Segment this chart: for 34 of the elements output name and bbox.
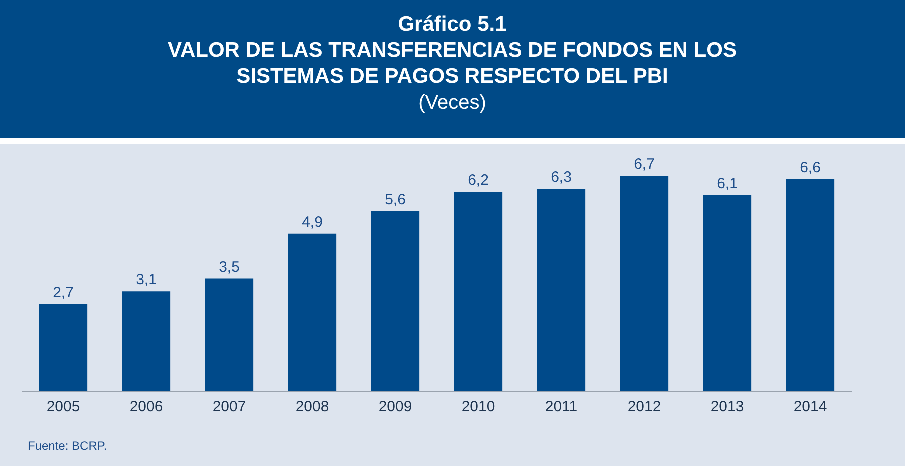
data-label: 6,3	[551, 169, 572, 186]
data-label: 6,6	[800, 159, 821, 176]
chart-title: VALOR DE LAS TRANSFERENCIAS DE FONDOS EN LOS SISTEMAS DE PAGOS RESPECTO DEL PBI	[167, 38, 738, 90]
bar	[786, 179, 835, 391]
bar	[288, 234, 337, 391]
data-label: 3,1	[136, 272, 157, 289]
source-note: Fuente: BCRP.	[28, 439, 108, 453]
bar	[454, 192, 503, 391]
x-tick-label: 2005	[46, 398, 80, 416]
x-tick-label: 2013	[710, 398, 744, 416]
data-label: 5,6	[385, 191, 406, 208]
data-label: 6,1	[717, 175, 738, 192]
bar	[39, 304, 88, 391]
bar	[537, 189, 586, 391]
x-tick-label: 2014	[794, 398, 828, 416]
data-label: 4,9	[302, 214, 323, 231]
x-tick-label: 2006	[130, 398, 164, 416]
x-tick-label: 2012	[628, 398, 662, 416]
data-label: 3,5	[219, 258, 240, 276]
bar	[205, 278, 254, 391]
data-label: 6,2	[468, 172, 489, 190]
x-tick-label: 2010	[462, 398, 496, 416]
chart-subtitle: (Veces)	[418, 91, 488, 116]
bar	[620, 176, 669, 391]
text: Gráfico 5.1	[397, 12, 508, 38]
x-tick-label: 2009	[378, 398, 412, 416]
bar	[703, 195, 752, 391]
bar	[371, 211, 420, 391]
x-tick-label: 2008	[296, 398, 330, 416]
data-label: 2,7	[53, 284, 74, 302]
x-tick-label: 2007	[212, 398, 246, 416]
data-label: 6,7	[634, 156, 655, 174]
x-tick-label: 2011	[545, 398, 578, 416]
bar	[122, 292, 171, 391]
